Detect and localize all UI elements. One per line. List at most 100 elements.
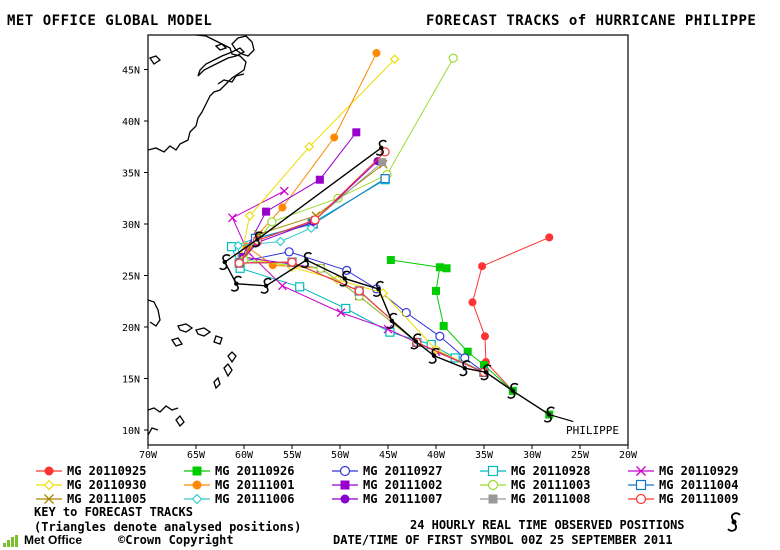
legend-label: MG 20110926	[215, 464, 295, 478]
track-point	[336, 308, 346, 318]
lat-label: 10N	[122, 426, 140, 437]
track-point	[306, 223, 317, 233]
track-point	[233, 240, 244, 251]
legend-marker	[44, 494, 54, 504]
legend-marker	[340, 480, 350, 490]
track-point	[378, 158, 387, 167]
coastlines	[148, 35, 255, 436]
legend-marker	[44, 466, 54, 476]
legend-label: MG 20111004	[659, 478, 739, 492]
legend-swatch	[480, 465, 506, 477]
track-point	[287, 257, 297, 267]
lon-label: 40W	[427, 450, 446, 460]
track-point	[389, 54, 400, 65]
track-point	[304, 141, 315, 152]
track-point	[279, 186, 289, 196]
legend-label: MG 20111003	[511, 478, 591, 492]
track-point	[372, 49, 381, 58]
legend-marker	[340, 494, 350, 504]
track-point	[284, 247, 294, 257]
track-point	[442, 264, 451, 273]
lon-label: 25W	[571, 450, 590, 460]
track-point	[435, 331, 445, 341]
legend-swatch	[184, 466, 210, 476]
met-office-logo-icon	[3, 534, 18, 547]
track-line	[239, 251, 485, 373]
legend-label: MG 20111002	[363, 478, 443, 492]
legend-label: MG 20110928	[511, 464, 591, 478]
lat-label: 40N	[122, 117, 140, 128]
key-note: (Triangles denote analysed positions)	[34, 520, 302, 534]
track-map: 70W 65W 60W 55W 50W 45W 40W 35W 30W 25W 20W 10N 15N 2…	[122, 34, 638, 460]
lon-label: 35W	[475, 450, 494, 460]
track-point	[545, 233, 554, 242]
track-point	[262, 207, 271, 216]
legend-label: MG 20111009	[659, 492, 739, 506]
copyright: ©Crown Copyright	[118, 533, 234, 547]
track-point	[380, 174, 390, 184]
track-point	[386, 256, 395, 265]
legend-label: MG 20110930	[67, 478, 147, 492]
track-point	[341, 303, 351, 314]
lat-label: 35N	[122, 169, 140, 180]
legend-marker	[635, 479, 647, 491]
track-point	[463, 347, 472, 356]
lon-label: 45W	[379, 450, 398, 460]
track-point	[244, 210, 255, 221]
legend-swatch	[480, 479, 506, 491]
legend-label: MG 20111005	[67, 492, 147, 506]
lat-label: 15N	[122, 375, 140, 386]
track-point	[480, 332, 489, 341]
legend-swatch	[332, 480, 358, 490]
legend-swatch	[628, 479, 654, 491]
legend-swatch	[36, 494, 62, 504]
track-point	[234, 258, 244, 268]
observed-track	[219, 139, 574, 423]
track-point	[432, 286, 440, 295]
track-point	[435, 263, 444, 272]
date-line: DATE/TIME OF FIRST SYMBOL 00Z 25 SEPTEMB…	[333, 533, 673, 547]
track-point	[401, 307, 411, 318]
track-point	[277, 281, 287, 291]
legend-label: MG 20111001	[215, 478, 295, 492]
track-point	[278, 203, 287, 212]
legend-label: MG 20110925	[67, 464, 147, 478]
legend-marker	[192, 466, 202, 476]
chart-title: FORECAST TRACKS of HURRICANE PHILIPPE	[426, 13, 757, 29]
storm-label: PHILIPPE	[566, 424, 619, 437]
track-point	[480, 361, 488, 370]
track-point	[439, 321, 448, 330]
legend-label: MG 20111006	[215, 492, 295, 506]
hurricane-symbol-icon	[727, 512, 741, 532]
legend: MG 20110925 MG 20110926 MG 20110927 MG 2011…	[0, 462, 780, 506]
legend-marker	[192, 480, 202, 490]
track-point	[478, 262, 487, 271]
lat-label: 25N	[122, 272, 140, 283]
lon-label: 50W	[331, 450, 350, 460]
met-office-logo: Met Office	[2, 533, 82, 548]
track-point	[275, 236, 286, 247]
lon-label: 65W	[187, 450, 206, 460]
legend-swatch	[36, 479, 62, 491]
track-point	[267, 217, 277, 227]
legend-swatch	[480, 494, 506, 504]
legend-marker	[487, 479, 499, 491]
lat-label: 30N	[122, 220, 140, 231]
legend-swatch	[628, 466, 654, 476]
track-point	[315, 175, 324, 184]
track-point	[228, 213, 237, 223]
legend-swatch	[332, 494, 358, 504]
legend-marker	[636, 466, 646, 476]
track-point	[448, 53, 458, 63]
track-point	[330, 133, 339, 142]
legend-swatch	[184, 493, 210, 505]
legend-label: MG 20111007	[363, 492, 443, 506]
lon-label: 70W	[139, 450, 158, 460]
track-point	[226, 242, 237, 252]
track-point	[383, 324, 393, 334]
track-point	[310, 215, 320, 225]
lat-label: 20N	[122, 323, 140, 334]
legend-swatch	[184, 480, 210, 490]
lat-label: 45N	[122, 66, 140, 77]
legend-marker	[339, 465, 351, 477]
